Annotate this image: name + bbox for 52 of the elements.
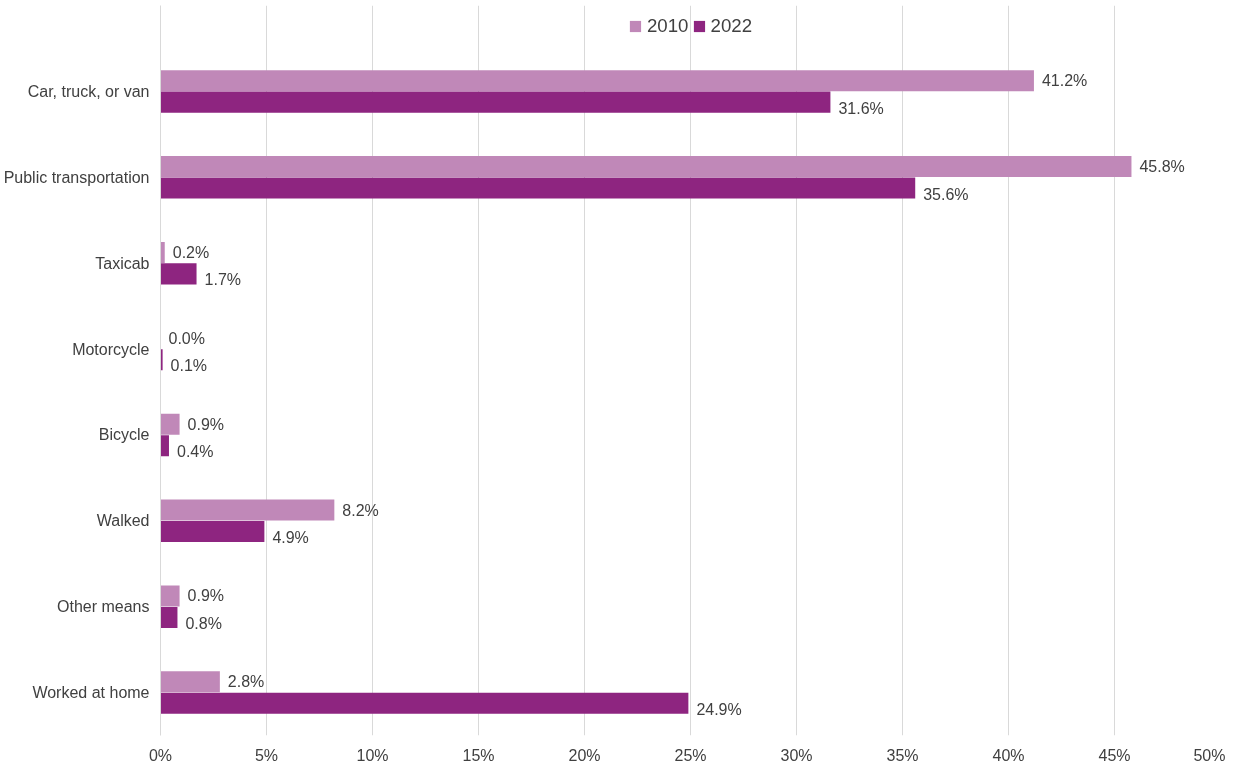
data-label: 0.9% [187, 587, 225, 605]
bar [160, 499, 335, 521]
data-label: 4.9% [272, 529, 309, 547]
x-tick-label: 45% [1098, 746, 1131, 764]
data-label: 45.8% [1139, 158, 1185, 176]
bar [160, 413, 180, 435]
x-tick-label: 20% [568, 746, 601, 764]
data-label: 0.8% [185, 614, 222, 632]
bar [160, 692, 689, 714]
x-tick-label: 0% [148, 746, 173, 764]
data-label: 41.2% [1041, 72, 1088, 90]
legend-label: 2010 [646, 15, 689, 37]
data-label: 0.4% [176, 443, 214, 461]
legend-label: 2022 [710, 15, 753, 37]
bar [160, 156, 1132, 178]
bar [160, 177, 916, 199]
y-tick-label: Car, truck, or van [27, 82, 150, 100]
bar [160, 91, 831, 113]
y-tick-label: Bicycle [98, 426, 150, 444]
data-label: 0.9% [187, 415, 225, 433]
bar [160, 435, 169, 457]
data-label: 0.2% [172, 243, 210, 261]
data-label: 31.6% [838, 99, 884, 117]
bar [160, 585, 180, 607]
x-tick-label: 50% [1193, 746, 1226, 764]
data-label: 0.1% [170, 357, 208, 375]
x-tick-label: 5% [254, 746, 279, 764]
x-tick-label: 25% [674, 746, 707, 764]
y-tick-label: Motorcycle [72, 340, 150, 358]
y-tick-label: Taxicab [95, 254, 150, 272]
y-tick-label: Public transportation [3, 168, 150, 186]
bar [160, 241, 165, 263]
data-label: 2.8% [227, 673, 265, 691]
data-label: 8.2% [342, 501, 379, 519]
bar [160, 606, 178, 628]
data-label: 35.6% [923, 185, 969, 203]
y-tick-label: Walked [96, 512, 150, 530]
data-label: 0.0% [168, 329, 205, 347]
y-tick-label: Other means [57, 598, 150, 616]
bar [160, 263, 197, 285]
bar [160, 671, 220, 693]
data-label: 1.7% [204, 271, 242, 289]
data-label: 24.9% [696, 700, 742, 718]
bar [160, 70, 1034, 92]
x-tick-label: 35% [886, 746, 919, 764]
x-tick-label: 10% [356, 746, 389, 764]
bar [160, 521, 265, 543]
x-tick-label: 15% [462, 746, 495, 764]
bar [160, 349, 163, 371]
y-tick-label: Worked at home [32, 684, 150, 702]
x-tick-label: 30% [780, 746, 813, 764]
x-tick-label: 40% [992, 746, 1025, 764]
